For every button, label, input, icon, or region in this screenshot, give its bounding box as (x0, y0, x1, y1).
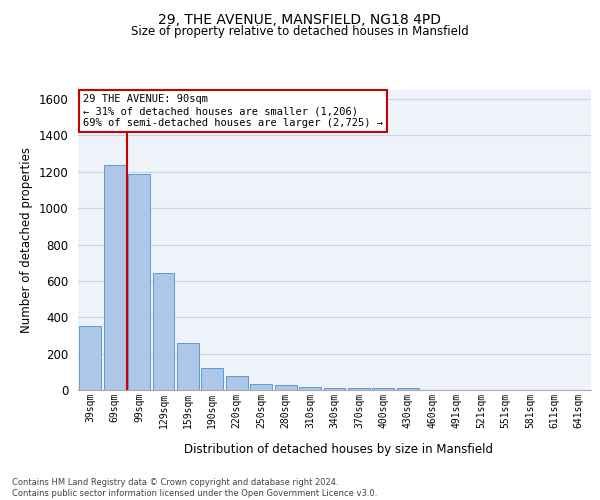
Text: Size of property relative to detached houses in Mansfield: Size of property relative to detached ho… (131, 25, 469, 38)
Bar (299, 388, 321, 390)
Bar (202, 368, 223, 390)
Text: Contains HM Land Registry data © Crown copyright and database right 2024.
Contai: Contains HM Land Registry data © Crown c… (12, 478, 377, 498)
Bar (79, 326, 101, 390)
Bar (177, 342, 199, 390)
Text: 29 THE AVENUE: 90sqm
← 31% of detached houses are smaller (1,206)
69% of semi-de: 29 THE AVENUE: 90sqm ← 31% of detached h… (83, 94, 383, 128)
Bar (373, 388, 394, 390)
Bar (152, 272, 175, 390)
Bar (275, 386, 296, 390)
Bar (250, 384, 272, 390)
Y-axis label: Number of detached properties: Number of detached properties (20, 147, 33, 333)
Bar (226, 376, 248, 390)
Text: Distribution of detached houses by size in Mansfield: Distribution of detached houses by size … (184, 442, 493, 456)
Bar (348, 388, 370, 390)
Bar (397, 388, 419, 390)
Bar (128, 174, 150, 390)
Bar (323, 388, 346, 390)
Text: 29, THE AVENUE, MANSFIELD, NG18 4PD: 29, THE AVENUE, MANSFIELD, NG18 4PD (158, 12, 442, 26)
Bar (104, 166, 125, 390)
